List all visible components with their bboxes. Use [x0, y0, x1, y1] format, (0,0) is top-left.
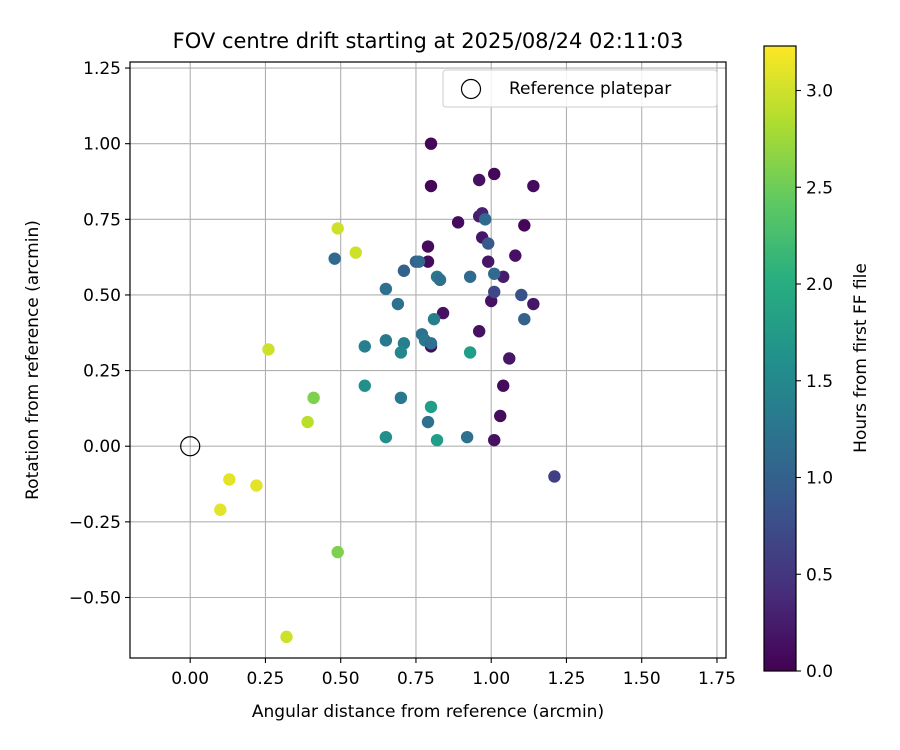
scatter-point [482, 255, 495, 268]
scatter-point [430, 433, 444, 447]
scatter-point [379, 282, 393, 296]
scatter-point [223, 473, 236, 486]
colorbar-ticks: 0.0 0.5 1.0 1.5 2.0 2.5 3.0 [796, 82, 833, 682]
scatter-point [527, 297, 540, 311]
legend-marker-reference [460, 78, 482, 100]
plot-frame [129, 61, 727, 659]
legend: Reference platepar [442, 69, 718, 108]
scatter-point [451, 216, 465, 229]
x-tick-label: 1.25 [548, 669, 586, 689]
scatter-point [250, 479, 263, 492]
reference-point [180, 436, 201, 457]
y-tick-label: 1.25 [83, 59, 121, 79]
scatter-point [421, 415, 435, 429]
scatter-point [424, 137, 438, 150]
scatter-point [460, 430, 474, 444]
scatter-point [328, 252, 341, 265]
legend-label-reference: Reference platepar [509, 79, 671, 99]
colorbar-label: Hours from first FF file [851, 263, 871, 453]
y-tick-label: 0.00 [83, 437, 121, 457]
y-tick-label: 0.25 [83, 362, 121, 382]
scatter-point [280, 630, 293, 644]
scatter-point [488, 285, 501, 299]
scatter-point [358, 379, 371, 392]
x-axis-ticks: 0.00 0.25 0.50 0.75 1.00 1.25 1.50 1.75 [171, 658, 736, 689]
scatter-point [214, 503, 227, 516]
scatter-point [488, 267, 501, 280]
scatter-point [463, 270, 477, 284]
x-tick-label: 0.00 [171, 669, 209, 689]
y-tick-label: −0.50 [69, 588, 121, 608]
scatter-point [379, 334, 393, 347]
scatter-point [503, 352, 516, 365]
scatter-point [436, 306, 450, 320]
y-tick-label: 0.75 [83, 210, 121, 230]
scatter-point [349, 246, 362, 259]
scatter-point [262, 343, 275, 356]
scatter-point [433, 273, 447, 287]
x-tick-label: 0.75 [397, 669, 435, 689]
scatter-point [463, 346, 477, 359]
scatter-point [412, 255, 426, 268]
scatter-point [527, 179, 540, 193]
legend-box [442, 69, 718, 108]
x-tick-label: 1.00 [472, 669, 510, 689]
scatter-point [472, 173, 486, 187]
scatter-point [394, 391, 408, 405]
x-tick-label: 1.75 [698, 669, 736, 689]
scatter-point [301, 415, 314, 429]
chart-title: FOV centre drift starting at 2025/08/24 … [173, 29, 684, 53]
scatter-point [488, 167, 501, 181]
scatter-point [548, 470, 561, 483]
scatter-point [307, 391, 320, 405]
x-tick-label: 0.25 [247, 669, 285, 689]
scatter-point [427, 312, 441, 326]
y-axis-label: Rotation from reference (arcmin) [23, 220, 43, 500]
colorbar-tick-label: 2.0 [806, 275, 833, 295]
scatter-point [509, 249, 522, 262]
reference-platepar-marker [180, 436, 201, 457]
x-axis-label: Angular distance from reference (arcmin) [252, 702, 604, 722]
scatter-point [424, 337, 438, 350]
scatter-point [424, 179, 438, 193]
y-tick-label: 0.50 [83, 286, 121, 306]
x-tick-label: 1.50 [623, 669, 661, 689]
data-points [214, 137, 561, 644]
grid-lines [130, 62, 726, 658]
x-tick-label: 0.50 [322, 669, 360, 689]
y-tick-label: 1.00 [83, 135, 121, 155]
colorbar-tick-label: 3.0 [806, 82, 833, 102]
scatter-point [482, 237, 495, 250]
scatter-point [397, 264, 411, 277]
scatter-point [421, 255, 435, 268]
scatter-point [488, 433, 501, 447]
scatter-point [518, 219, 531, 232]
colorbar-tick-label: 1.0 [806, 469, 833, 489]
scatter-point [472, 325, 486, 338]
colorbar-tick-label: 0.0 [806, 662, 833, 682]
colorbar-tick-label: 0.5 [806, 565, 833, 585]
scatter-point [358, 340, 371, 353]
colorbar-tick-label: 1.5 [806, 372, 833, 392]
colorbar-tick-label: 2.5 [806, 178, 833, 198]
scatter-point [518, 312, 531, 326]
y-tick-label: −0.25 [69, 513, 121, 533]
scatter-point [331, 545, 344, 559]
y-axis-ticks: −0.50 −0.25 0.00 0.25 0.50 0.75 1.00 1.25 [69, 59, 130, 608]
scatter-point [331, 222, 344, 235]
colorbar [763, 45, 797, 672]
scatter-point [497, 379, 510, 392]
scatter-point [424, 400, 438, 414]
scatter-point [394, 346, 408, 359]
scatter-point [421, 240, 435, 253]
scatter-point [379, 430, 393, 444]
scatter-point [515, 288, 528, 302]
scatter-point [494, 409, 507, 423]
scatter-point [391, 297, 405, 311]
scatter-point [478, 213, 492, 226]
